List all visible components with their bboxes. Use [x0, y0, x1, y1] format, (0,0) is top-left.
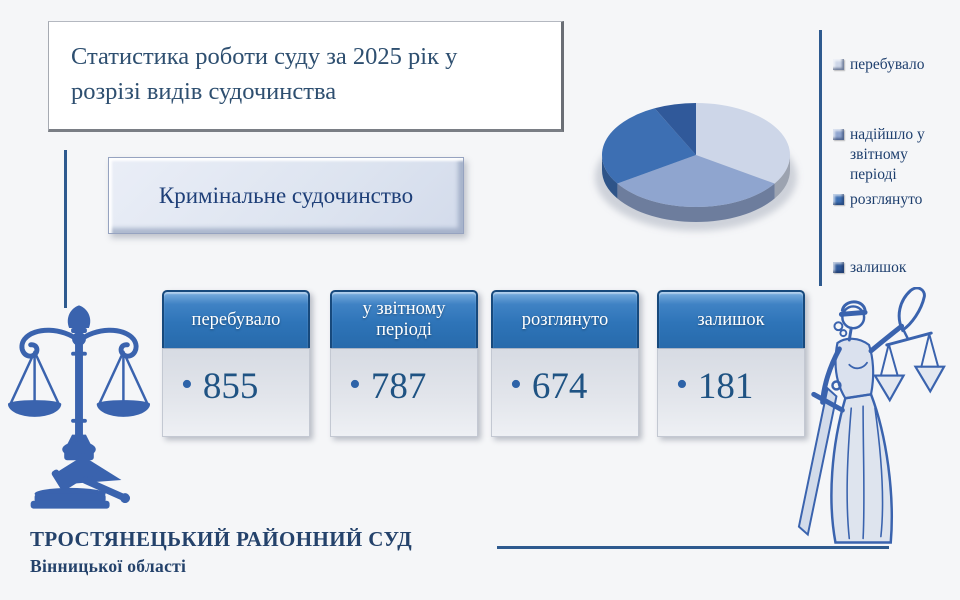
legend-marker-icon — [833, 129, 844, 140]
legend-label: залишок — [850, 259, 907, 276]
legend-item: розглянуто — [833, 190, 954, 210]
legend-label: розглянуто — [850, 191, 923, 208]
legend-item: залишок — [833, 258, 954, 278]
subtitle-plate: Кримінальне судочинство — [108, 157, 464, 234]
page-title: Статистика роботи суду за 2025 рік у роз… — [71, 43, 458, 105]
stat-label: залишок — [697, 309, 765, 330]
stat-card-header: перебувало — [162, 290, 310, 348]
scales-gavel-icon — [7, 305, 151, 509]
stat-label: розглянуто — [521, 309, 609, 330]
legend-label: перебувало — [850, 56, 925, 73]
stat-card: перебувало • 855 — [162, 290, 310, 437]
legend-divider-line — [819, 30, 822, 286]
legend-marker-icon — [833, 194, 844, 205]
footer-divider-line — [497, 546, 889, 549]
stat-value: 181 — [697, 366, 754, 407]
stat-card: розглянуто • 674 — [491, 290, 639, 437]
bullet-icon: • — [349, 365, 361, 403]
stat-card-header: у звітному періоді — [330, 290, 478, 348]
left-connector-line — [64, 150, 67, 308]
stat-card-body: • 181 — [657, 348, 805, 437]
stat-label: перебувало — [191, 309, 281, 330]
stat-card: у звітному періоді • 787 — [330, 290, 478, 437]
stat-card: залишок • 181 — [657, 290, 805, 437]
title-box: Статистика роботи суду за 2025 рік у роз… — [48, 21, 564, 132]
legend-marker-icon — [833, 262, 844, 273]
legend-label: надійшло у звітному періоді — [850, 126, 925, 183]
stat-card-body: • 855 — [162, 348, 310, 437]
bullet-icon: • — [181, 365, 193, 403]
stat-value: 855 — [202, 366, 259, 407]
lady-justice-icon — [797, 287, 946, 544]
legend-item: надійшло у звітному періоді — [833, 125, 954, 185]
stat-card-header: розглянуто — [491, 290, 639, 348]
stat-card-body: • 674 — [491, 348, 639, 437]
court-name: ТРОСТЯНЕЦЬКИЙ РАЙОННИЙ СУД — [30, 527, 413, 551]
bullet-icon: • — [676, 365, 688, 403]
stat-card-header: залишок — [657, 290, 805, 348]
court-region: Вінницької області — [30, 556, 187, 576]
stat-value: 787 — [370, 366, 427, 407]
stat-label: у звітному періоді — [362, 299, 446, 340]
bullet-icon: • — [510, 365, 522, 403]
stat-card-body: • 787 — [330, 348, 478, 437]
chart-legend: перебувало надійшло у звітному періоді р… — [833, 0, 957, 300]
legend-item: перебувало — [833, 55, 954, 75]
stat-value: 674 — [531, 366, 588, 407]
subtitle-text: Кримінальне судочинство — [158, 182, 414, 208]
legend-marker-icon — [833, 59, 844, 70]
pie-chart — [595, 103, 797, 231]
